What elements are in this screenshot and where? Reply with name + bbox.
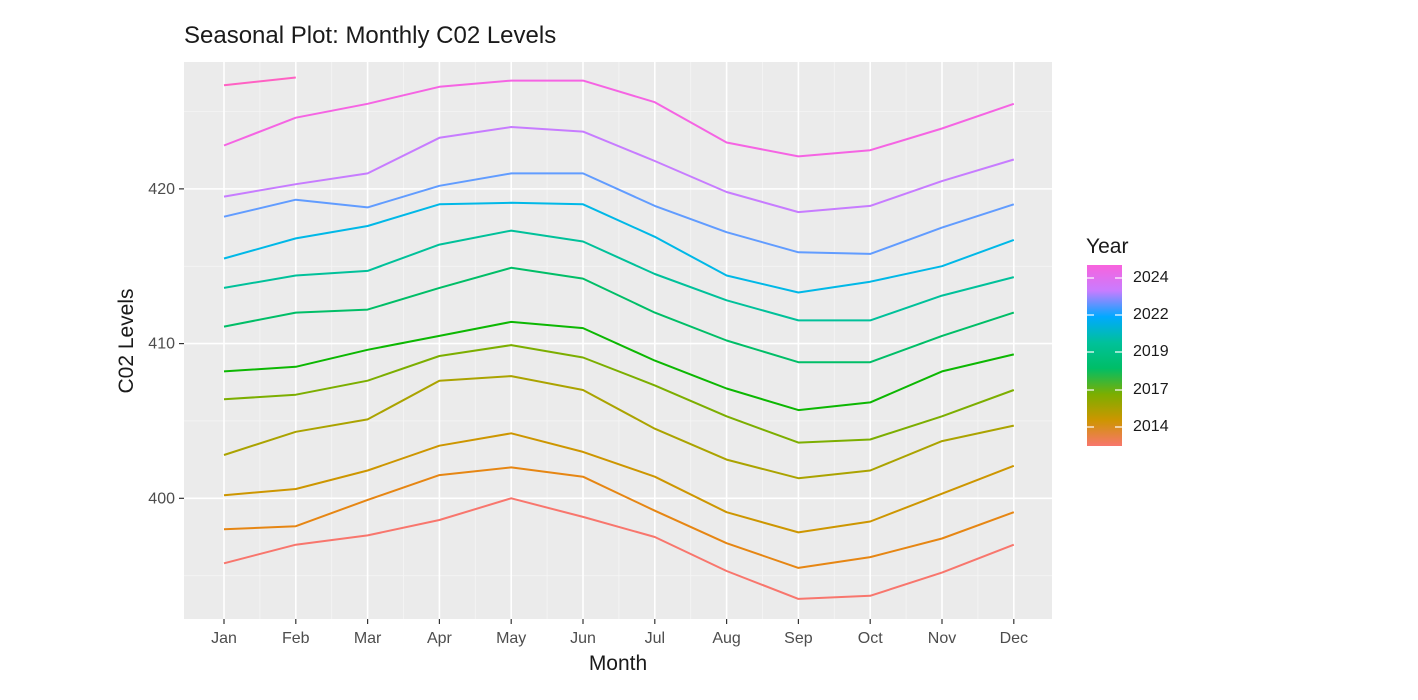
x-tick-label-nov: Nov <box>928 630 956 647</box>
y-tick-label: 420 <box>148 181 175 198</box>
x-axis-title: Month <box>589 652 647 675</box>
x-tick-label-jan: Jan <box>211 630 237 647</box>
series-line-2016 <box>223 375 1015 480</box>
series-line-2015 <box>223 432 1015 534</box>
series-line-2023 <box>223 126 1015 214</box>
y-tick-label: 410 <box>148 336 175 353</box>
x-tick-label-oct: Oct <box>858 630 883 647</box>
series-line-2014 <box>223 466 1015 569</box>
legend-label-2017: 2017 <box>1133 381 1169 398</box>
y-axis-ticks: 400 410 420 <box>148 181 184 507</box>
x-tick-label-sep: Sep <box>784 630 813 647</box>
series-lines <box>223 76 1015 600</box>
legend-label-2024: 2024 <box>1133 269 1169 286</box>
legend-label-2014: 2014 <box>1133 418 1169 435</box>
series-line-2020 <box>223 229 1015 322</box>
y-tick-label: 400 <box>148 490 175 507</box>
legend: Year 2024 2022 2019 2017 2014 <box>1086 235 1169 446</box>
series-line-2025 <box>223 76 296 87</box>
x-tick-label-mar: Mar <box>354 630 382 647</box>
series-line-2022 <box>223 172 1015 255</box>
series-line-2013 <box>223 497 1015 600</box>
series-line-2018 <box>223 320 1015 412</box>
chart-title: Seasonal Plot: Monthly C02 Levels <box>184 22 556 49</box>
y-axis-title: C02 Levels <box>115 288 138 393</box>
x-tick-label-aug: Aug <box>712 630 740 647</box>
x-tick-label-dec: Dec <box>1000 630 1028 647</box>
legend-colorbar <box>1087 265 1122 446</box>
series-line-2021 <box>223 201 1015 294</box>
series-line-2024 <box>223 79 1015 158</box>
x-tick-label-apr: Apr <box>427 630 453 647</box>
x-tick-label-jun: Jun <box>570 630 596 647</box>
legend-label-2019: 2019 <box>1133 343 1169 360</box>
x-tick-label-feb: Feb <box>282 630 310 647</box>
x-tick-label-may: May <box>496 630 526 647</box>
legend-title: Year <box>1086 235 1128 258</box>
legend-ticks <box>1087 277 1122 428</box>
legend-label-2022: 2022 <box>1133 306 1169 323</box>
series-line-2017 <box>223 344 1015 444</box>
x-axis-ticks: Jan Feb Mar Apr May Jun Jul Aug Sep Oct Nov Dec <box>211 619 1028 647</box>
series-line-2019 <box>223 266 1015 364</box>
x-tick-label-jul: Jul <box>645 630 665 647</box>
